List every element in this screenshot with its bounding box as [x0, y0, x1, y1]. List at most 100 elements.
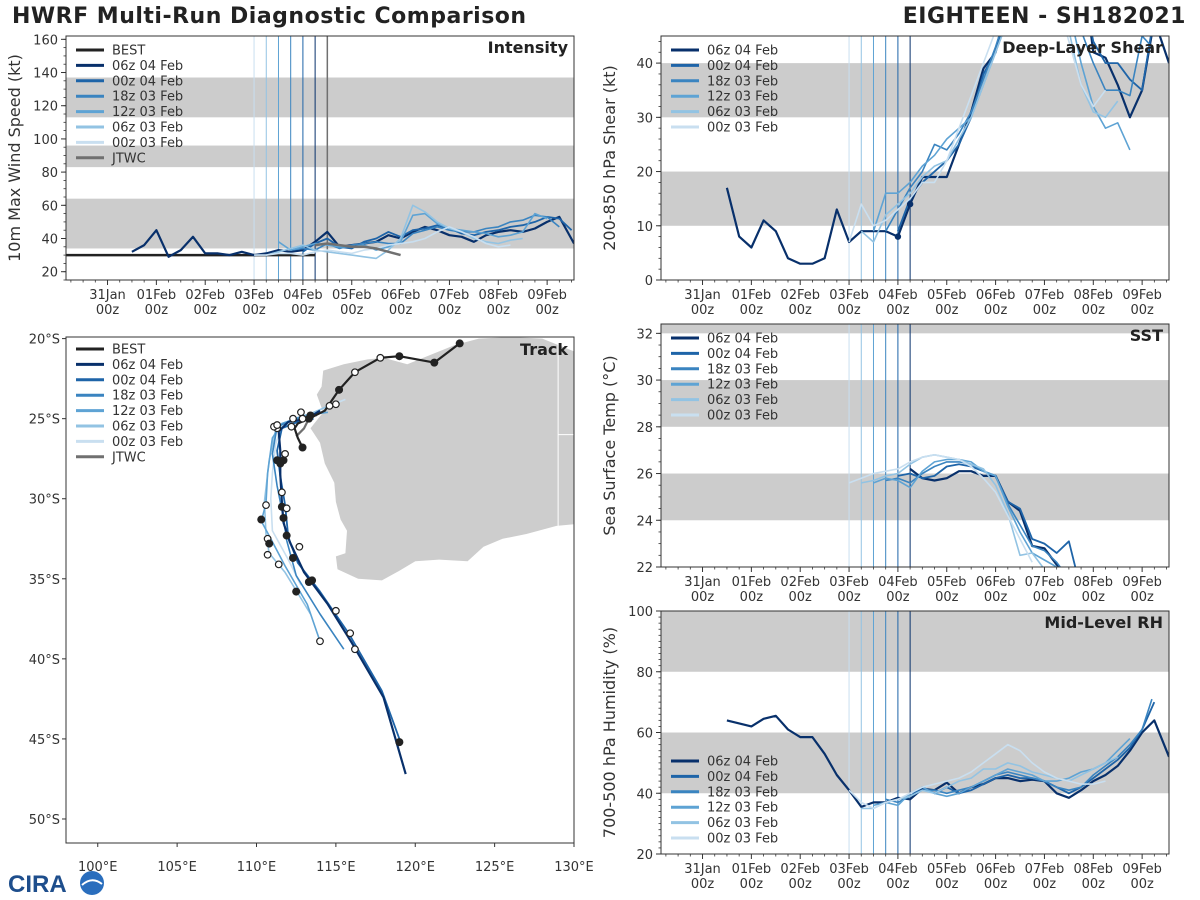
shear-plot-area [661, 36, 1169, 280]
rh-x-tick-hour: 00z [789, 877, 813, 892]
sst-x-tick-day: 07Feb [1025, 575, 1065, 590]
shear-x-tick-hour: 00z [837, 303, 861, 318]
track-legend-label: 06z 03 Feb [112, 420, 183, 435]
sst-panel-title: SST [1130, 326, 1163, 345]
rh-x-tick-day: 08Feb [1074, 862, 1114, 877]
intensity-series-00z-03-feb [254, 226, 511, 256]
track-longitude-label: 120°E [395, 860, 435, 875]
track-position-hollow-00z-03-feb [325, 401, 334, 410]
shear-x-tick-day: 04Feb [878, 288, 918, 303]
sst-x-tick-day: 05Feb [927, 575, 967, 590]
sst-y-tick-label: 30 [636, 374, 653, 389]
track-position-hollow-00z-04-feb [298, 414, 307, 423]
sst-legend-label: 12z 03 Feb [707, 378, 778, 393]
rh-legend-label: 06z 04 Feb [707, 755, 778, 770]
rh-series-06z-03-feb [861, 756, 1119, 810]
track-position-hollow-18z-03-feb [295, 542, 304, 551]
track-position-filled-best [430, 358, 439, 367]
track-map-area [257, 337, 574, 775]
rh-x-tick-day: 01Feb [732, 862, 772, 877]
intensity-frame [65, 35, 575, 281]
track-legend-label: 12z 03 Feb [112, 404, 183, 419]
shear-x-tick-hour: 00z [1033, 303, 1057, 318]
cira-logo: CIRA [8, 871, 104, 898]
sst-x-tick-hour: 00z [691, 590, 715, 605]
rh-x-tick-hour: 00z [837, 877, 861, 892]
sst-y-axis-label: Sea Surface Temp (°C) [600, 355, 619, 535]
intensity-series-jtwc [314, 242, 401, 257]
shear-panel-title: Deep-Layer Shear [1002, 38, 1163, 57]
rh-plot-area [661, 611, 1169, 854]
shear-legend-label: 06z 04 Feb [707, 44, 778, 59]
intensity-x-tick-hour: 00z [389, 303, 413, 318]
sst-x-tick-day: 31Jan [684, 575, 721, 590]
rh-x-tick-hour: 00z [1130, 877, 1154, 892]
shear-y-tick-label: 0 [645, 274, 653, 289]
intensity-x-tick-hour: 00z [194, 303, 218, 318]
track-latitude-label: 45°S [29, 733, 60, 748]
intensity-x-tick-hour: 00z [242, 303, 266, 318]
track-position-filled-best [395, 352, 404, 361]
track-legend-label: JTWC [111, 450, 146, 465]
track-position-hollow-12z-03-feb [297, 408, 305, 417]
track-position-filled-jtwc [306, 411, 315, 420]
sst-y-tick-label: 22 [636, 561, 653, 576]
sst-x-tick-hour: 00z [1082, 590, 1106, 605]
sst-y-tick-label: 32 [636, 327, 653, 342]
sst-threshold-band-1 [661, 380, 1169, 427]
shear-x-tick-day: 08Feb [1074, 288, 1114, 303]
australia-landmass [310, 337, 574, 581]
figure-title: HWRF Multi-Run Diagnostic Comparison [12, 4, 527, 29]
shear-series-00z-03-feb [848, 36, 1107, 243]
rh-y-tick-label: 100 [628, 605, 653, 620]
shear-x-tick-day: 02Feb [780, 288, 820, 303]
intensity-x-tick-hour: 00z [340, 303, 364, 318]
track-latitude-label: 25°S [29, 413, 60, 428]
shear-x-tick-hour: 00z [1130, 303, 1154, 318]
storm-name: EIGHTEEN - SH182021 [902, 4, 1186, 29]
track-latitude-label: 30°S [29, 493, 60, 508]
intensity-x-tick-hour: 00z [438, 303, 462, 318]
rh-x-tick-hour: 00z [935, 877, 959, 892]
shear-x-tick-day: 07Feb [1025, 288, 1065, 303]
intensity-y-tick-label: 100 [33, 133, 58, 148]
intensity-y-tick-label: 60 [41, 199, 58, 214]
rh-threshold-band-1 [661, 611, 1169, 672]
sst-x-tick-hour: 00z [837, 590, 861, 605]
shear-y-tick-label: 10 [636, 220, 653, 235]
track-position-hollow-12z-03-feb [273, 421, 282, 429]
intensity-legend-label: BEST [112, 44, 145, 59]
sst-x-tick-day: 06Feb [976, 575, 1016, 590]
rh-legend-label: 06z 03 Feb [707, 816, 778, 831]
intensity-legend-label: 12z 03 Feb [112, 105, 183, 120]
intensity-legend-label: 06z 03 Feb [112, 121, 183, 136]
sst-series-12z-03-feb [873, 458, 1058, 567]
shear-y-tick-label: 30 [636, 111, 653, 126]
track-legend-label: 00z 03 Feb [112, 435, 183, 450]
track-longitude-label: 100°E [78, 860, 118, 875]
intensity-plot-area [66, 36, 574, 280]
sst-frame [660, 323, 1170, 568]
sst-x-tick-hour: 00z [1130, 590, 1154, 605]
track-legend-label: 06z 04 Feb [112, 358, 183, 373]
sst-x-tick-day: 03Feb [829, 575, 869, 590]
intensity-x-tick-day: 08Feb [479, 288, 519, 303]
shear-threshold-band-0 [661, 171, 1169, 226]
intensity-x-tick-day: 06Feb [381, 288, 421, 303]
track-latitude-label: 50°S [29, 813, 60, 828]
cira-logo-text: CIRA [8, 871, 67, 898]
shear-series-00z-04-feb [897, 36, 1152, 232]
rh-y-tick-label: 20 [636, 848, 653, 863]
rh-legend-label: 12z 03 Feb [707, 801, 778, 816]
shear-x-tick-day: 06Feb [976, 288, 1016, 303]
track-position-hollow-00z-03-feb [281, 449, 289, 458]
track-series-06z-04-feb [277, 409, 407, 775]
track-position-filled-12z-03-feb [292, 587, 301, 596]
track-series-best [293, 342, 461, 448]
rh-legend-label: 18z 03 Feb [707, 785, 778, 800]
shear-x-tick-hour: 00z [984, 303, 1008, 318]
track-longitude-label: 105°E [157, 860, 197, 875]
intensity-x-tick-hour: 00z [535, 303, 559, 318]
shear-x-tick-hour: 00z [1082, 303, 1106, 318]
